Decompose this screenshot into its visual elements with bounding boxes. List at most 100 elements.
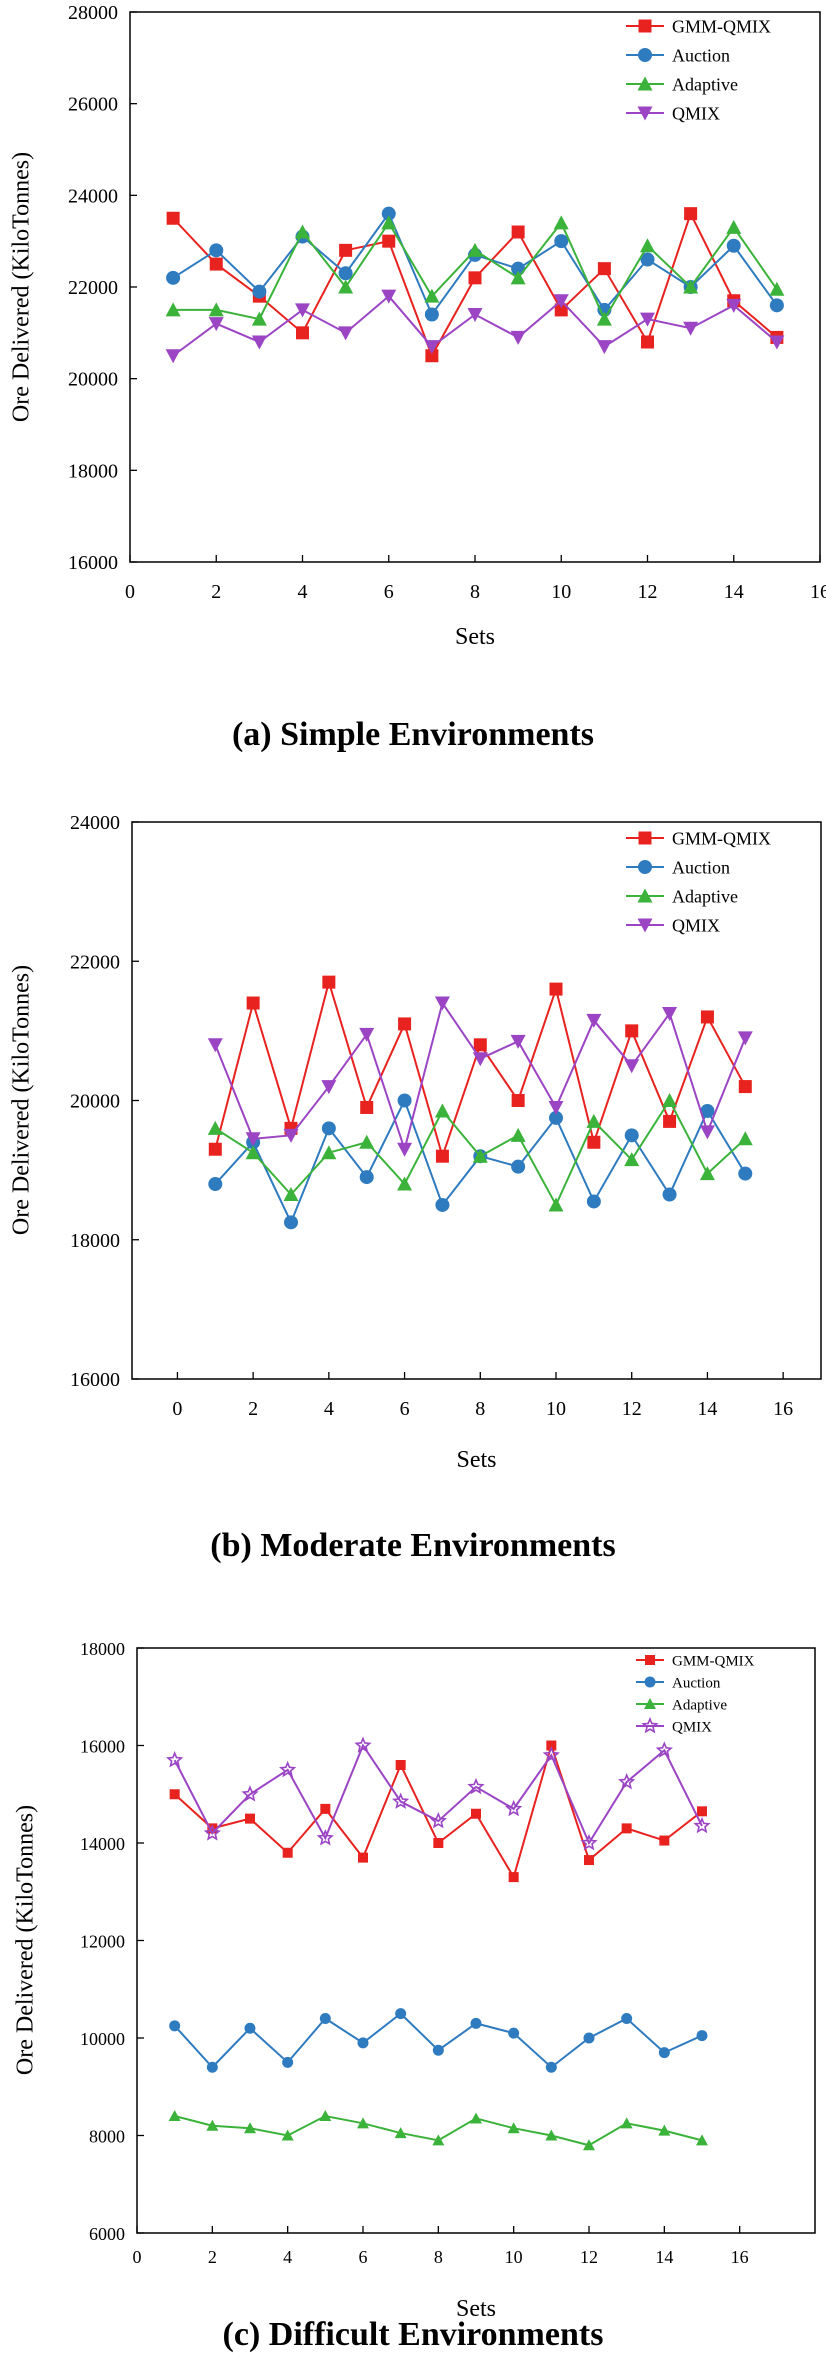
y-tick-label: 24000 bbox=[70, 812, 120, 834]
y-tick-label: 12000 bbox=[80, 1932, 125, 1952]
data-point bbox=[510, 270, 526, 285]
data-point bbox=[597, 262, 611, 276]
x-tick-label: 2 bbox=[248, 1398, 258, 1420]
x-tick-label: 16 bbox=[773, 1398, 793, 1420]
data-point bbox=[245, 1813, 255, 1824]
legend-marker bbox=[638, 19, 652, 33]
x-tick-label: 14 bbox=[724, 581, 744, 603]
data-point bbox=[553, 294, 569, 309]
data-point bbox=[471, 1808, 481, 1819]
data-point bbox=[209, 257, 223, 271]
x-axis-label: Sets bbox=[456, 2296, 496, 2322]
series-line bbox=[173, 220, 778, 322]
data-point bbox=[208, 302, 224, 317]
legend-label: Auction bbox=[672, 45, 730, 65]
data-point bbox=[165, 302, 181, 317]
data-point bbox=[397, 1176, 413, 1191]
x-tick-label: 12 bbox=[580, 2247, 598, 2267]
data-point bbox=[359, 1170, 374, 1185]
chart-caption: (b) Moderate Environments bbox=[210, 1527, 615, 1564]
data-point bbox=[382, 234, 396, 248]
data-point bbox=[381, 289, 397, 304]
data-point bbox=[245, 1145, 261, 1160]
x-tick-label: 8 bbox=[470, 581, 480, 603]
data-point bbox=[584, 1855, 594, 1866]
data-point bbox=[206, 2061, 218, 2073]
data-point bbox=[621, 1823, 632, 1834]
data-point bbox=[726, 298, 742, 313]
data-point bbox=[432, 2044, 444, 2056]
data-point bbox=[381, 206, 396, 221]
series-auction bbox=[166, 206, 784, 322]
data-point bbox=[207, 1120, 223, 1135]
legend-label: GMM-QMIX bbox=[672, 828, 771, 848]
series-qmix bbox=[166, 1736, 711, 1851]
data-point bbox=[726, 219, 742, 234]
data-point bbox=[319, 2013, 331, 2024]
legend-label: Adaptive bbox=[672, 74, 738, 94]
data-point bbox=[542, 1746, 560, 1763]
data-point bbox=[505, 1799, 523, 1817]
data-point bbox=[769, 335, 785, 350]
y-tick-label: 18000 bbox=[80, 1639, 125, 1659]
data-point bbox=[467, 308, 483, 322]
x-tick-label: 12 bbox=[622, 1398, 642, 1420]
data-point bbox=[244, 2122, 256, 2134]
legend: GMM-QMIX Auction Adaptive QMIX bbox=[636, 1653, 755, 1735]
data-point bbox=[624, 1059, 640, 1074]
data-point bbox=[510, 1034, 526, 1049]
data-point bbox=[554, 303, 568, 317]
x-tick-label: 2 bbox=[211, 581, 221, 603]
data-point bbox=[244, 2022, 256, 2034]
legend-marker bbox=[637, 918, 653, 933]
data-point bbox=[338, 279, 354, 294]
data-point bbox=[434, 996, 450, 1011]
data-point bbox=[209, 243, 224, 258]
data-point bbox=[548, 1197, 564, 1212]
legend-label: Auction bbox=[672, 857, 730, 877]
data-point bbox=[586, 1113, 602, 1128]
data-point bbox=[424, 288, 440, 303]
data-point bbox=[658, 2047, 670, 2059]
y-tick-label: 22000 bbox=[68, 277, 118, 299]
data-point bbox=[659, 1835, 670, 1846]
data-point bbox=[296, 326, 309, 340]
data-point bbox=[338, 326, 354, 341]
data-point bbox=[241, 1785, 259, 1802]
x-tick-label: 8 bbox=[434, 2247, 443, 2267]
data-point bbox=[424, 307, 439, 322]
data-point bbox=[357, 2117, 369, 2129]
data-point bbox=[208, 317, 224, 332]
x-tick-label: 2 bbox=[208, 2247, 217, 2267]
data-point bbox=[583, 2032, 595, 2044]
data-point bbox=[586, 1194, 601, 1209]
y-tick-label: 18000 bbox=[68, 460, 118, 482]
series-qmix bbox=[207, 996, 753, 1157]
y-axis-label: Ore Delivered (KiloTonnes) bbox=[8, 152, 34, 422]
legend-marker bbox=[645, 1655, 655, 1665]
data-point bbox=[546, 1740, 557, 1751]
data-point bbox=[281, 2129, 294, 2141]
legend-marker bbox=[637, 76, 653, 91]
data-point bbox=[470, 2017, 482, 2029]
data-point bbox=[169, 2020, 181, 2032]
data-point bbox=[699, 1125, 715, 1140]
data-point bbox=[357, 2037, 369, 2049]
y-tick-label: 16000 bbox=[70, 1369, 120, 1391]
data-point bbox=[549, 982, 563, 996]
data-point bbox=[663, 1114, 677, 1128]
data-point bbox=[245, 1132, 261, 1147]
data-point bbox=[511, 225, 525, 239]
x-tick-label: 8 bbox=[475, 1398, 485, 1420]
y-tick-label: 6000 bbox=[89, 2224, 125, 2244]
legend-marker bbox=[644, 1698, 656, 1709]
legend-marker bbox=[641, 1716, 659, 1734]
data-point bbox=[169, 1789, 180, 1800]
data-point bbox=[321, 1080, 337, 1095]
data-point bbox=[640, 312, 655, 327]
x-tick-label: 6 bbox=[359, 2247, 368, 2267]
data-point bbox=[282, 2056, 294, 2068]
data-point bbox=[338, 266, 353, 281]
data-point bbox=[251, 335, 267, 350]
series-qmix bbox=[165, 289, 785, 364]
